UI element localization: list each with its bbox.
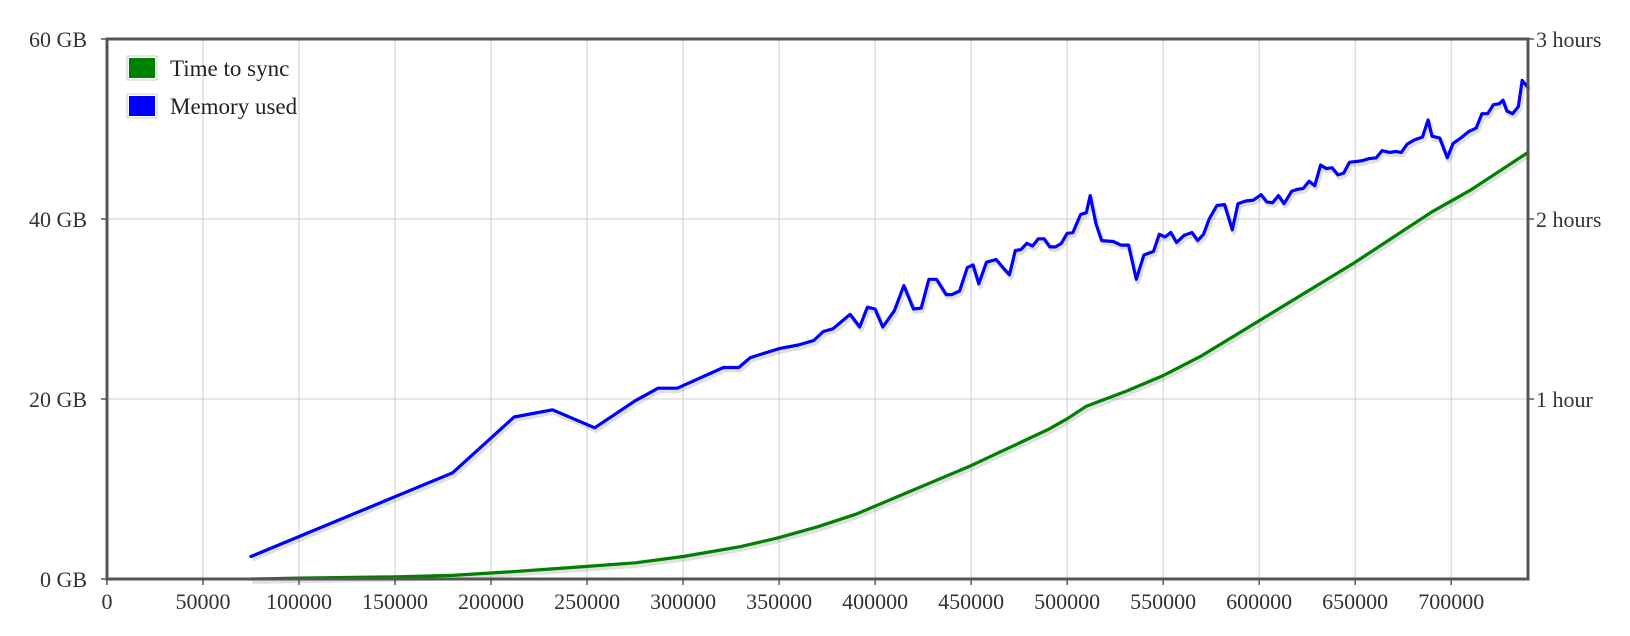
y-tick-label: 0 GB: [40, 567, 87, 592]
series-lines: [249, 78, 1532, 584]
series-shadow: [252, 152, 1531, 584]
x-tick-label: 300000: [650, 589, 716, 614]
y-tick-label: 60 GB: [29, 27, 87, 52]
legend: Time to sync Memory used: [126, 55, 298, 119]
legend-swatch: [129, 96, 155, 116]
x-tick-label: 400000: [842, 589, 908, 614]
x-tick-label: 700000: [1418, 589, 1484, 614]
x-tick-label: 600000: [1226, 589, 1292, 614]
x-tick-label: 50000: [176, 589, 231, 614]
y-tick-label: 40 GB: [29, 207, 87, 232]
plot-frame: [105, 37, 1530, 581]
series-line-memory-used: [249, 78, 1530, 559]
legend-item: Memory used: [126, 93, 298, 119]
x-tick-label: 0: [102, 589, 113, 614]
x-tick-label: 550000: [1130, 589, 1196, 614]
x-tick-label: 250000: [554, 589, 620, 614]
legend-item: Time to sync: [126, 55, 289, 81]
legend-swatch: [129, 58, 155, 78]
x-tick-label: 450000: [938, 589, 1004, 614]
y2-tick-label: 3 hours: [1536, 27, 1601, 52]
x-tick-label: 650000: [1322, 589, 1388, 614]
gridlines: [107, 39, 1528, 579]
y-tick-label: 20 GB: [29, 387, 87, 412]
x-tick-label: 350000: [746, 589, 812, 614]
legend-label: Time to sync: [170, 56, 289, 81]
x-tick-label: 500000: [1034, 589, 1100, 614]
axes: 0 50000 100000 150000 200000 250000 300000 3500…: [29, 27, 1601, 614]
x-tick-label: 150000: [362, 589, 428, 614]
y2-tick-label: 2 hours: [1536, 207, 1601, 232]
legend-label: Memory used: [170, 94, 298, 119]
y2-tick-label: 1 hour: [1536, 387, 1594, 412]
x-tick-label: 100000: [266, 589, 332, 614]
x-tick-label: 200000: [458, 589, 524, 614]
series-line-time-to-sync: [249, 150, 1530, 581]
series-shadow: [251, 80, 1532, 562]
